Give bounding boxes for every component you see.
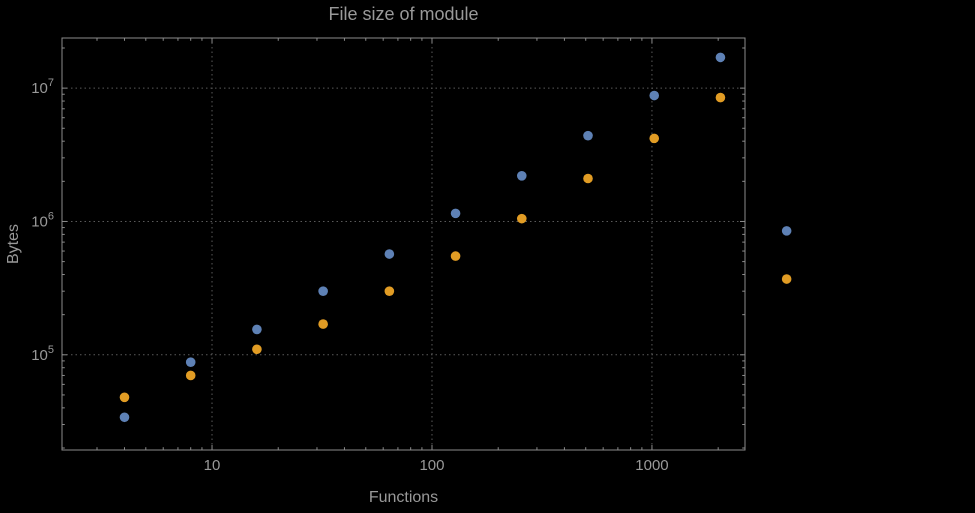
data-point-series-blue: [119, 412, 130, 423]
data-point-series-blue: [450, 208, 461, 219]
data-point-series-orange: [649, 133, 660, 144]
plot-frame: [61, 37, 746, 451]
data-point-series-orange: [781, 274, 792, 284]
data-point-series-orange: [185, 370, 196, 381]
data-point-series-blue: [715, 52, 726, 63]
x-tick-label: 10: [204, 457, 221, 474]
data-point-series-orange: [318, 319, 328, 329]
data-point-series-orange: [119, 392, 130, 403]
data-point-series-orange: [583, 173, 593, 184]
data-point-series-blue: [384, 249, 395, 259]
y-tick-label: 106: [31, 210, 54, 230]
y-tick-label: 107: [31, 77, 54, 97]
data-point-series-blue: [583, 130, 593, 141]
data-point-series-orange: [450, 251, 461, 261]
data-point-series-orange: [516, 213, 527, 224]
y-tick-label: 105: [31, 344, 54, 364]
data-point-series-orange: [384, 286, 395, 296]
x-tick-label: 1000: [635, 457, 668, 474]
data-point-series-blue: [252, 324, 262, 335]
data-point-series-blue: [781, 226, 792, 236]
data-point-series-orange: [715, 92, 726, 103]
y-axis-label: Bytes: [5, 223, 22, 265]
x-tick-label: 100: [419, 457, 444, 474]
data-point-series-blue: [185, 357, 196, 368]
chart-title: File size of module: [328, 4, 479, 24]
data-point-series-orange: [252, 344, 262, 355]
x-axis-label: Functions: [368, 489, 439, 506]
data-point-series-blue: [516, 171, 527, 181]
data-point-series-blue: [318, 286, 328, 296]
data-point-series-blue: [649, 90, 660, 101]
